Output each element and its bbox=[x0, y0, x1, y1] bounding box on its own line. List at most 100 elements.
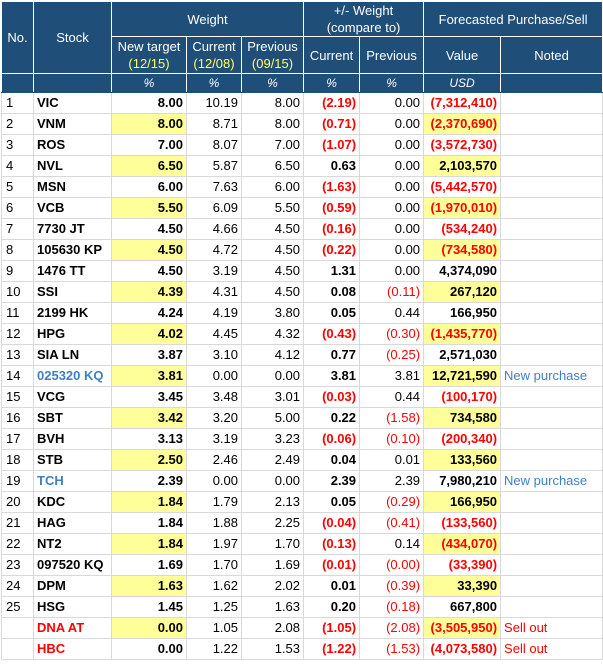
cell-current-weight: 3.19 bbox=[186, 260, 242, 282]
cell-change-previous: 0.00 bbox=[359, 260, 425, 282]
cell-no: 15 bbox=[1, 386, 34, 408]
cell-stock: KDC bbox=[33, 491, 112, 513]
cell-previous-weight: 3.80 bbox=[240, 302, 305, 324]
cell-noted bbox=[500, 512, 603, 534]
table-row: HBC 0.00 1.22 1.53 (1.22) (1.53) (4,073,580) Se… bbox=[1, 638, 603, 660]
cell-change-current: 0.20 bbox=[303, 596, 361, 618]
cell-change-previous: (0.39) bbox=[359, 575, 425, 597]
unit-blank bbox=[500, 73, 603, 93]
cell-current-weight: 7.63 bbox=[186, 176, 242, 198]
cell-stock: SIA LN bbox=[33, 344, 112, 366]
cell-stock: 097520 KQ bbox=[33, 554, 112, 576]
cell-change-previous: 0.00 bbox=[359, 176, 425, 198]
cell-current-weight: 0.00 bbox=[186, 470, 242, 492]
cell-noted: New purchase bbox=[500, 365, 603, 387]
cell-noted bbox=[500, 575, 603, 597]
cell-stock: SBT bbox=[33, 407, 112, 429]
cell-previous-weight: 3.01 bbox=[240, 386, 305, 408]
cell-no: 5 bbox=[1, 176, 34, 198]
cell-change-previous: 3.81 bbox=[359, 365, 425, 387]
cell-noted bbox=[500, 428, 603, 450]
cell-no: 22 bbox=[1, 533, 34, 555]
cell-noted bbox=[500, 281, 603, 303]
cell-no: 13 bbox=[1, 344, 34, 366]
header-weight: Weight bbox=[110, 1, 305, 37]
cell-previous-weight: 1.70 bbox=[240, 533, 305, 555]
cell-change-current: (0.16) bbox=[303, 218, 361, 240]
cell-current-weight: 1.70 bbox=[186, 554, 242, 576]
cell-current-weight: 3.48 bbox=[186, 386, 242, 408]
cell-previous-weight: 4.50 bbox=[240, 260, 305, 282]
cell-change-current: 0.63 bbox=[303, 155, 361, 177]
table-row: 24 DPM 1.63 1.62 2.02 0.01 (0.39) 33,390 bbox=[1, 575, 603, 597]
cell-previous-weight: 2.13 bbox=[240, 491, 305, 513]
header-previous-date: (09/15) bbox=[251, 56, 294, 71]
cell-forecast-value: 2,571,030 bbox=[423, 344, 502, 366]
cell-new-target: 2.50 bbox=[111, 449, 187, 471]
cell-previous-weight: 2.02 bbox=[240, 575, 305, 597]
cell-stock: DNA AT bbox=[33, 617, 112, 639]
header-weight-change-line1: +/- Weight bbox=[333, 3, 394, 18]
cell-previous-weight: 5.50 bbox=[240, 197, 305, 219]
cell-noted bbox=[500, 134, 603, 156]
cell-noted: Sell out bbox=[500, 638, 603, 660]
cell-noted bbox=[500, 155, 603, 177]
cell-forecast-value: (100,170) bbox=[423, 386, 502, 408]
cell-no: 7 bbox=[1, 218, 34, 240]
cell-no: 4 bbox=[1, 155, 34, 177]
cell-change-current: (0.43) bbox=[303, 323, 361, 345]
cell-current-weight: 1.25 bbox=[186, 596, 242, 618]
cell-forecast-value: 2,103,570 bbox=[423, 155, 502, 177]
cell-current-weight: 4.19 bbox=[186, 302, 242, 324]
cell-change-previous: (0.18) bbox=[359, 596, 425, 618]
cell-current-weight: 0.00 bbox=[186, 365, 242, 387]
unit-pct: % bbox=[111, 73, 187, 93]
cell-current-weight: 1.79 bbox=[186, 491, 242, 513]
cell-forecast-value: 12,721,590 bbox=[423, 365, 502, 387]
table-row: 13 SIA LN 3.87 3.10 4.12 0.77 (0.25) 2,571,030 bbox=[1, 344, 603, 366]
header-current-label: Current bbox=[192, 39, 236, 54]
cell-previous-weight: 7.00 bbox=[240, 134, 305, 156]
cell-new-target: 4.39 bbox=[111, 281, 187, 303]
cell-stock: VCG bbox=[33, 386, 112, 408]
cell-forecast-value: (5,442,570) bbox=[423, 176, 502, 198]
table-row: 6 VCB 5.50 6.09 5.50 (0.59) 0.00 (1,970,010) bbox=[1, 197, 603, 219]
cell-no: 25 bbox=[1, 596, 34, 618]
cell-new-target: 8.00 bbox=[111, 92, 187, 114]
cell-new-target: 1.45 bbox=[111, 596, 187, 618]
cell-new-target: 3.81 bbox=[111, 365, 187, 387]
table-row: 3 ROS 7.00 8.07 7.00 (1.07) 0.00 (3,572,730) bbox=[1, 134, 603, 156]
cell-stock: SSI bbox=[33, 281, 112, 303]
cell-previous-weight: 4.32 bbox=[240, 323, 305, 345]
cell-new-target: 3.42 bbox=[111, 407, 187, 429]
cell-stock: BVH bbox=[33, 428, 112, 450]
cell-change-current: 0.01 bbox=[303, 575, 361, 597]
cell-no: 8 bbox=[1, 239, 34, 261]
cell-noted: Sell out bbox=[500, 617, 603, 639]
cell-change-current: (1.05) bbox=[303, 617, 361, 639]
cell-no: 6 bbox=[1, 197, 34, 219]
header-new-target-label: New target bbox=[117, 39, 181, 54]
cell-new-target: 3.87 bbox=[111, 344, 187, 366]
cell-new-target: 5.50 bbox=[111, 197, 187, 219]
cell-change-previous: 0.00 bbox=[359, 113, 425, 135]
cell-new-target: 1.69 bbox=[111, 554, 187, 576]
cell-stock: VIC bbox=[33, 92, 112, 114]
cell-change-previous: 0.00 bbox=[359, 134, 425, 156]
table-row: 21 HAG 1.84 1.88 2.25 (0.04) (0.41) (133,560) bbox=[1, 512, 603, 534]
cell-forecast-value: (7,312,410) bbox=[423, 92, 502, 114]
cell-noted bbox=[500, 92, 603, 114]
header-weight-change: +/- Weight (compare to) bbox=[303, 1, 425, 37]
cell-new-target: 2.39 bbox=[111, 470, 187, 492]
table-row: 20 KDC 1.84 1.79 2.13 0.05 (0.29) 166,950 bbox=[1, 491, 603, 513]
cell-change-current: (0.06) bbox=[303, 428, 361, 450]
cell-current-weight: 1.05 bbox=[186, 617, 242, 639]
cell-forecast-value: (1,970,010) bbox=[423, 197, 502, 219]
cell-change-current: 0.08 bbox=[303, 281, 361, 303]
cell-new-target: 1.84 bbox=[111, 512, 187, 534]
cell-stock: ROS bbox=[33, 134, 112, 156]
cell-forecast-value: (133,560) bbox=[423, 512, 502, 534]
cell-forecast-value: 7,980,210 bbox=[423, 470, 502, 492]
cell-no: 14 bbox=[1, 365, 34, 387]
